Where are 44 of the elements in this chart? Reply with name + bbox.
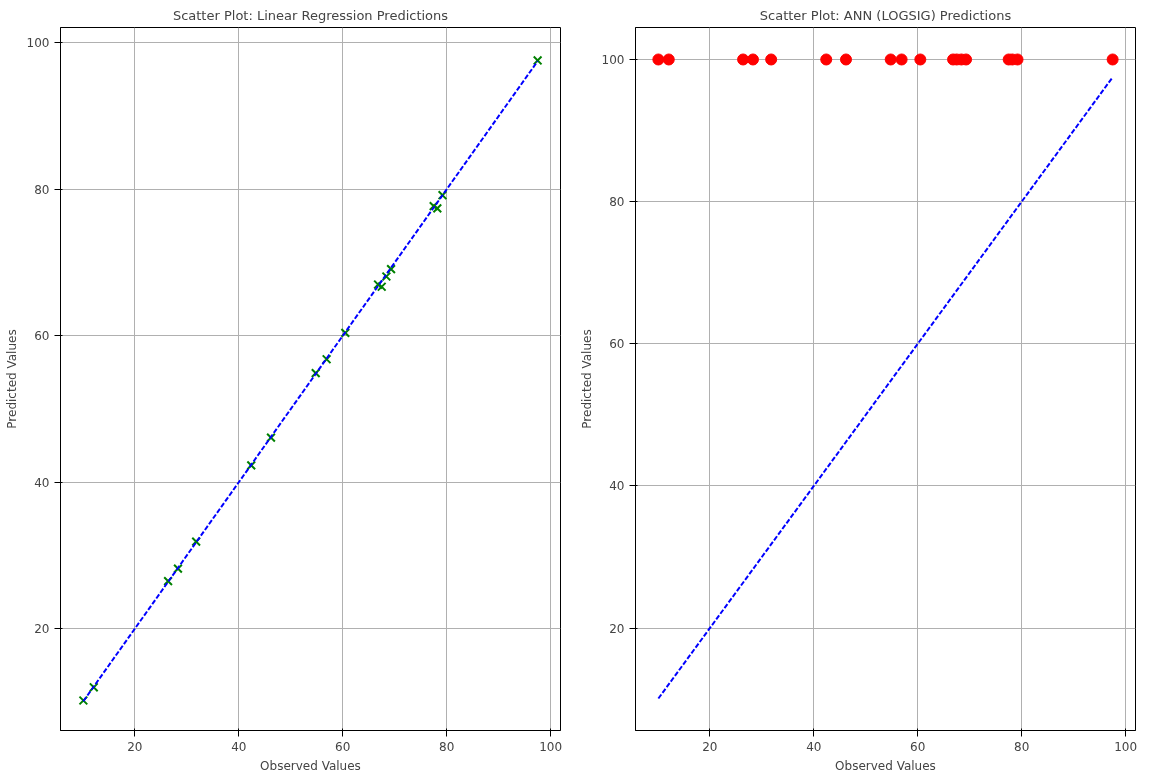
point [386, 264, 396, 275]
y-tick-label: 40 [609, 479, 625, 494]
point [321, 354, 332, 365]
point [376, 281, 387, 292]
x-tick-label: 100 [1114, 739, 1138, 754]
x-tick-label: 80 [439, 739, 455, 754]
point [191, 536, 202, 547]
chart-title: Scatter Plot: Linear Regression Predictions [172, 7, 449, 23]
point [340, 327, 351, 338]
y-tick-label: 20 [609, 621, 625, 636]
y-tick-label: 80 [609, 195, 625, 210]
x-tick-label: 40 [231, 739, 247, 754]
point [373, 279, 383, 290]
x-tick-label: 20 [702, 739, 718, 754]
x-tick-label: 60 [335, 739, 351, 754]
point [78, 695, 89, 706]
point [88, 682, 99, 693]
point [381, 271, 392, 282]
x-tick-label: 80 [1014, 739, 1030, 754]
y-axis-title: Predicted Values [579, 329, 594, 429]
y-tick-label: 20 [34, 622, 50, 637]
y-tick-label: 60 [34, 329, 50, 344]
y-axis-title: Predicted Values [4, 329, 19, 429]
y-tick-label: 80 [34, 182, 50, 197]
point [437, 190, 448, 201]
point [173, 563, 183, 574]
x-tick-label: 40 [806, 739, 822, 754]
x-axis-title: Observed Values [835, 758, 936, 773]
x-tick-label: 20 [127, 739, 143, 754]
x-tick-label: 100 [539, 739, 563, 754]
y-tick-label: 60 [609, 337, 625, 352]
y-tick-label: 100 [26, 36, 50, 51]
x-axis-title: Observed Values [260, 758, 361, 773]
x-tick-label: 60 [910, 739, 926, 754]
point [432, 203, 443, 214]
point [428, 201, 439, 212]
point [310, 368, 321, 379]
point [163, 576, 173, 586]
y-tick-label: 40 [34, 475, 50, 490]
point [532, 55, 543, 66]
point [246, 460, 257, 471]
y-tick-label: 100 [601, 52, 625, 67]
chart-title: Scatter Plot: ANN (LOGSIG) Predictions [759, 7, 1012, 23]
point [266, 432, 276, 443]
